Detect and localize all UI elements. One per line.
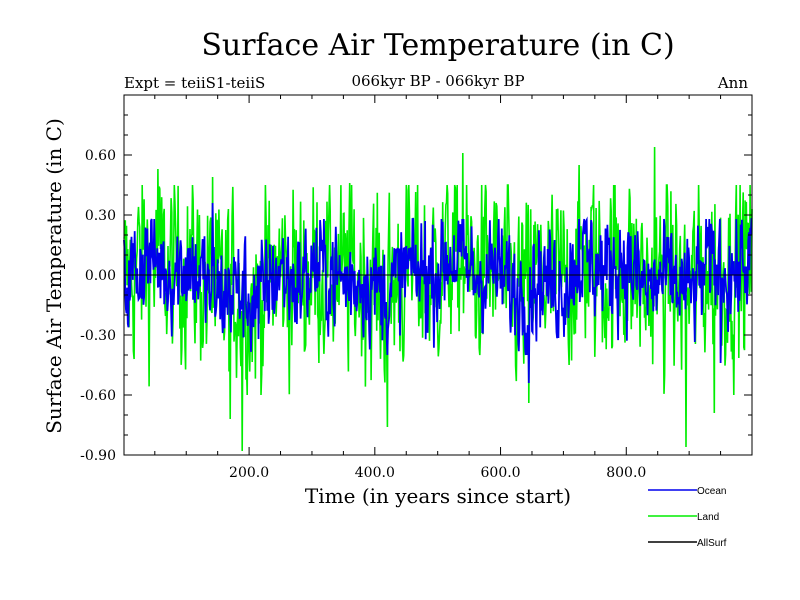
chart-title: Surface Air Temperature (in C): [201, 28, 675, 63]
x-axis-label: Time (in years since start): [304, 484, 572, 508]
chart-subtitle: 066kyr BP - 066kyr BP: [351, 72, 525, 90]
legend-label-ocean: Ocean: [697, 486, 726, 497]
season-label: Ann: [717, 74, 748, 92]
series-line-ocean: [123, 202, 753, 384]
y-tick-label: 0.60: [85, 148, 116, 164]
y-tick-label: 0.30: [85, 208, 116, 224]
experiment-label: Expt = teiiS1-teiiS: [124, 74, 266, 92]
y-tick-label: 0.00: [85, 268, 116, 284]
y-tick-label: -0.90: [80, 448, 116, 464]
x-tick-label: 600.0: [481, 465, 521, 481]
legend-label-allsurf: AllSurf: [697, 538, 727, 549]
legend: Ocean Land AllSurf: [648, 486, 727, 549]
x-tick-label: 400.0: [355, 465, 395, 481]
series-layer: [123, 146, 753, 452]
y-tick-label: -0.30: [80, 328, 116, 344]
x-tick-label: 200.0: [229, 465, 269, 481]
x-tick-label: 800.0: [606, 465, 646, 481]
y-tick-label: -0.60: [80, 388, 116, 404]
legend-label-land: Land: [697, 512, 719, 523]
axis-layer: -0.90 -0.60 -0.30 0.00 0.30 0.60 200.0 400.0 600…: [80, 94, 753, 481]
